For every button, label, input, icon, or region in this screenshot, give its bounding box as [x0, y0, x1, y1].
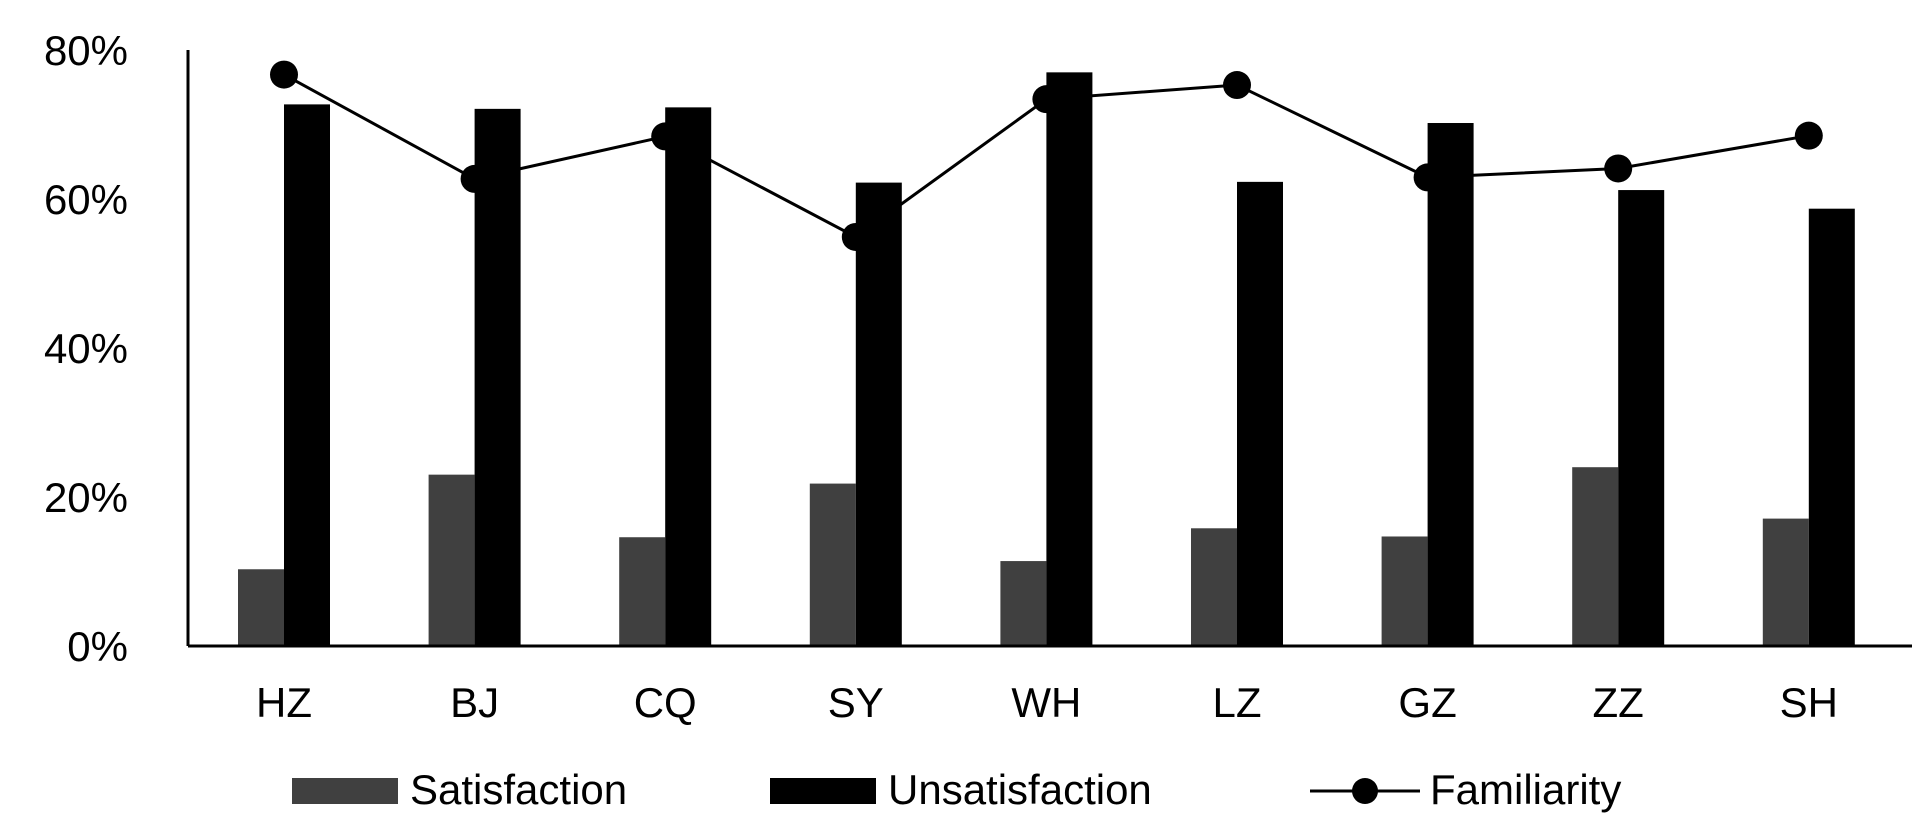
bar-satisfaction-hz: [238, 569, 284, 646]
bar-unsatisfaction-sh: [1808, 208, 1855, 646]
bar-satisfaction-zz: [1572, 467, 1619, 646]
bar-satisfaction-lz: [1191, 528, 1237, 646]
x-category-label-lz: LZ: [1212, 679, 1261, 726]
y-tick-label: 40%: [44, 325, 128, 372]
bar-unsatisfaction-hz: [284, 104, 330, 646]
y-tick-label: 60%: [44, 176, 128, 223]
bar-unsatisfaction-cq: [665, 107, 712, 647]
point-familiarity-sy: [841, 222, 870, 251]
legend-swatch-satisfaction: [292, 778, 398, 804]
legend: Satisfaction Unsatisfaction Familiarity: [292, 766, 1621, 813]
legend-marker-familiarity: [1352, 778, 1378, 804]
bar-unsatisfaction-lz: [1237, 181, 1283, 647]
bar-unsatisfaction-zz: [1618, 190, 1665, 646]
x-category-label-bj: BJ: [450, 679, 499, 726]
x-category-label-cq: CQ: [634, 679, 697, 726]
bar-satisfaction-sy: [809, 483, 856, 646]
y-tick-label: 80%: [44, 27, 128, 74]
x-category-labels: HZ BJ CQ SY WH LZ GZ ZZ SH: [256, 679, 1838, 726]
point-familiarity-wh: [1032, 85, 1061, 114]
x-category-label-wh: WH: [1011, 679, 1081, 726]
bar-satisfaction-sh: [1762, 518, 1809, 646]
bar-unsatisfaction-sy: [855, 182, 902, 647]
bar-unsatisfaction-bj: [474, 108, 521, 647]
point-familiarity-gz: [1413, 163, 1442, 192]
legend-label-familiarity: Familiarity: [1430, 766, 1621, 813]
x-category-label-hz: HZ: [256, 679, 312, 726]
point-familiarity-cq: [651, 122, 680, 151]
y-tick-labels: 0% 20% 40% 60% 80%: [44, 27, 128, 670]
axes-layer: [186, 50, 1912, 648]
bar-satisfaction-cq: [619, 537, 666, 646]
x-category-label-sy: SY: [828, 679, 884, 726]
bars-layer: [238, 72, 1855, 647]
point-familiarity-sh: [1794, 121, 1823, 150]
point-familiarity-zz: [1604, 154, 1633, 183]
legend-swatch-unsatisfaction: [770, 778, 876, 804]
y-tick-label: 20%: [44, 474, 128, 521]
bar-unsatisfaction-wh: [1046, 72, 1093, 647]
bar-unsatisfaction-gz: [1427, 123, 1474, 646]
point-familiarity-hz: [270, 60, 298, 89]
x-category-label-zz: ZZ: [1593, 679, 1644, 726]
legend-label-unsatisfaction: Unsatisfaction: [888, 766, 1152, 813]
point-familiarity-lz: [1223, 71, 1251, 100]
bar-satisfaction-gz: [1381, 536, 1428, 646]
point-familiarity-bj: [460, 164, 489, 193]
legend-label-satisfaction: Satisfaction: [410, 766, 627, 813]
x-category-label-gz: GZ: [1398, 679, 1456, 726]
bar-satisfaction-bj: [428, 474, 475, 646]
y-tick-label: 0%: [67, 623, 128, 670]
line-layer: [270, 60, 1823, 251]
bar-satisfaction-wh: [1000, 561, 1047, 646]
x-category-label-sh: SH: [1780, 679, 1838, 726]
